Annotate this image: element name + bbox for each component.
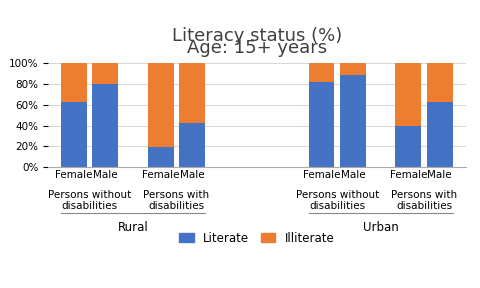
- Bar: [92, 84, 118, 167]
- Bar: [396, 63, 421, 126]
- Bar: [340, 63, 366, 75]
- Text: Persons with
disabilities: Persons with disabilities: [391, 190, 457, 211]
- Text: Age: 15+ years: Age: 15+ years: [187, 39, 327, 57]
- Bar: [427, 102, 453, 167]
- Bar: [61, 102, 87, 167]
- Text: Urban: Urban: [363, 221, 398, 234]
- Bar: [396, 126, 421, 167]
- Bar: [61, 63, 87, 102]
- Bar: [427, 63, 453, 102]
- Text: Literacy status (%): Literacy status (%): [172, 27, 342, 45]
- Bar: [148, 63, 174, 147]
- Legend: Literate, Illiterate: Literate, Illiterate: [175, 227, 339, 249]
- Text: Persons without
disabilities: Persons without disabilities: [296, 190, 379, 211]
- Text: Rural: Rural: [118, 221, 148, 234]
- Bar: [179, 124, 205, 167]
- Text: Persons without
disabilities: Persons without disabilities: [48, 190, 131, 211]
- Bar: [309, 82, 335, 167]
- Bar: [309, 63, 335, 82]
- Bar: [340, 75, 366, 167]
- Bar: [179, 63, 205, 124]
- Bar: [92, 63, 118, 84]
- Bar: [148, 147, 174, 167]
- Text: Persons with
disabilities: Persons with disabilities: [144, 190, 209, 211]
